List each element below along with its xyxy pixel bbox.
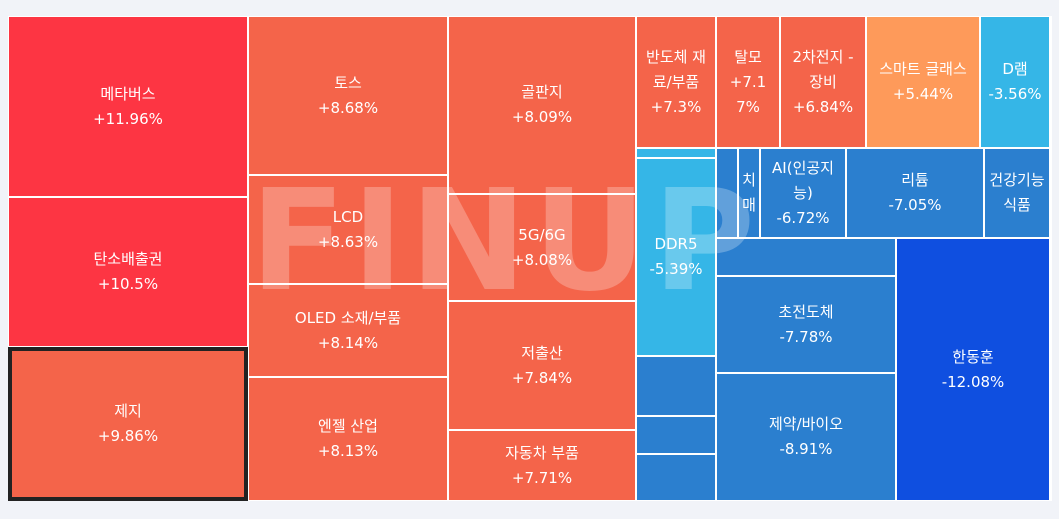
treemap-tile[interactable]: 한동훈 -12.08% xyxy=(896,238,1050,501)
treemap-tile[interactable]: 스마트 글래스 +5.44% xyxy=(866,16,980,148)
treemap-tile[interactable]: OLED 소재/부품 +8.14% xyxy=(248,284,448,377)
tile-name: OLED 소재/부품 xyxy=(294,308,402,327)
tile-name: LCD xyxy=(332,207,364,226)
tile-change: -6.72% xyxy=(776,208,830,227)
tile-name: 한동훈 xyxy=(952,347,994,366)
tile-change: -7.05% xyxy=(888,196,942,214)
tile-change: -3.56% xyxy=(988,85,1042,103)
tile-name: 초전도체 xyxy=(778,302,834,321)
treemap-tile-unlabeled[interactable] xyxy=(716,238,896,276)
treemap-tile[interactable]: 저출산 +7.84% xyxy=(448,301,636,430)
treemap-tile[interactable]: 치매 xyxy=(738,148,760,238)
treemap-tile[interactable]: 2차전지 - 장비 +6.84% xyxy=(780,16,866,148)
tile-name: D램 xyxy=(1002,60,1028,78)
tile-change: +11.96% xyxy=(93,109,163,128)
treemap-tile[interactable]: 제약/바이오 -8.91% xyxy=(716,373,896,501)
tile-change: +8.08% xyxy=(511,250,573,269)
tile-change: -5.39% xyxy=(649,260,703,278)
treemap-tile[interactable]: 반도체 재료/부품 +7.3% xyxy=(636,16,716,148)
treemap-tile[interactable]: 탄소배출권 +10.5% xyxy=(8,197,248,347)
tile-change: +7.71% xyxy=(511,468,573,487)
tile-name: 골판지 xyxy=(521,83,563,101)
treemap-tile[interactable]: 메타버스 +11.96% xyxy=(8,16,248,197)
tile-change: +8.09% xyxy=(511,108,573,126)
treemap-tile[interactable]: D램 -3.56% xyxy=(980,16,1050,148)
tile-change: +6.84% xyxy=(792,97,854,116)
treemap-tile[interactable]: 골판지 +8.09% xyxy=(448,16,636,194)
tile-name: 탄소배출권 xyxy=(93,250,163,268)
tile-change: +8.63% xyxy=(317,232,379,251)
tile-name: AI(인공지능) xyxy=(772,158,834,202)
treemap-tile-unlabeled[interactable] xyxy=(636,148,716,158)
treemap-tile[interactable]: 건강기능식품 xyxy=(984,148,1050,238)
tile-change: +8.13% xyxy=(317,442,379,460)
tile-name: 메타버스 xyxy=(100,84,156,103)
tile-name: 저출산 xyxy=(521,343,563,362)
tile-name: 반도체 재료/부품 xyxy=(646,47,706,91)
treemap-tile-unlabeled[interactable] xyxy=(1050,16,1052,501)
treemap-tile[interactable]: LCD +8.63% xyxy=(248,175,448,284)
tile-change: -8.91% xyxy=(779,440,833,458)
treemap-tile[interactable]: 제지 +9.86% xyxy=(8,347,248,501)
tile-name: 토스 xyxy=(334,73,362,92)
tile-name: 제지 xyxy=(114,402,142,420)
tile-change: +5.44% xyxy=(892,85,954,103)
tile-name: 자동차 부품 xyxy=(505,443,579,462)
treemap-tile[interactable]: 초전도체 -7.78% xyxy=(716,276,896,373)
treemap-tile[interactable]: 토스 +8.68% xyxy=(248,16,448,175)
tile-change: -12.08% xyxy=(941,372,1005,391)
treemap-tile[interactable]: 리튬 -7.05% xyxy=(846,148,984,238)
tile-name: DDR5 xyxy=(654,235,698,253)
tile-name: 5G/6G xyxy=(518,225,566,244)
treemap-tile[interactable]: 탈모 +7.17% xyxy=(716,16,780,148)
tile-name: 제약/바이오 xyxy=(768,415,844,433)
tile-name: 2차전지 - 장비 xyxy=(792,47,854,91)
treemap-tile-unlabeled[interactable] xyxy=(636,454,716,501)
tile-name: 치매 xyxy=(742,171,756,214)
tile-name: 스마트 글래스 xyxy=(879,60,967,78)
tile-name: 엔젤 산업 xyxy=(318,417,378,435)
tile-change: +8.14% xyxy=(317,333,379,352)
treemap-tile[interactable]: AI(인공지능) -6.72% xyxy=(760,148,846,238)
treemap-tile-unlabeled[interactable] xyxy=(636,416,716,454)
treemap-tile-unlabeled[interactable] xyxy=(716,148,738,238)
tile-change: +8.68% xyxy=(317,98,379,117)
tile-change: +7.17% xyxy=(729,72,767,116)
tile-name: 리튬 xyxy=(901,171,929,189)
treemap-tile-unlabeled[interactable] xyxy=(636,356,716,416)
treemap-tile[interactable]: DDR5 -5.39% xyxy=(636,158,716,356)
tile-change: +7.84% xyxy=(511,368,573,387)
tile-change: +7.3% xyxy=(650,97,702,116)
treemap-tile[interactable]: 5G/6G +8.08% xyxy=(448,194,636,301)
tile-change: +10.5% xyxy=(97,275,159,293)
tile-change: -7.78% xyxy=(779,327,833,346)
treemap-tile[interactable]: 엔젤 산업 +8.13% xyxy=(248,377,448,501)
tile-change: +9.86% xyxy=(97,427,159,445)
tile-name: 탈모 xyxy=(734,47,762,66)
tile-name: 건강기능식품 xyxy=(989,171,1045,214)
treemap-tile[interactable]: 자동차 부품 +7.71% xyxy=(448,430,636,501)
